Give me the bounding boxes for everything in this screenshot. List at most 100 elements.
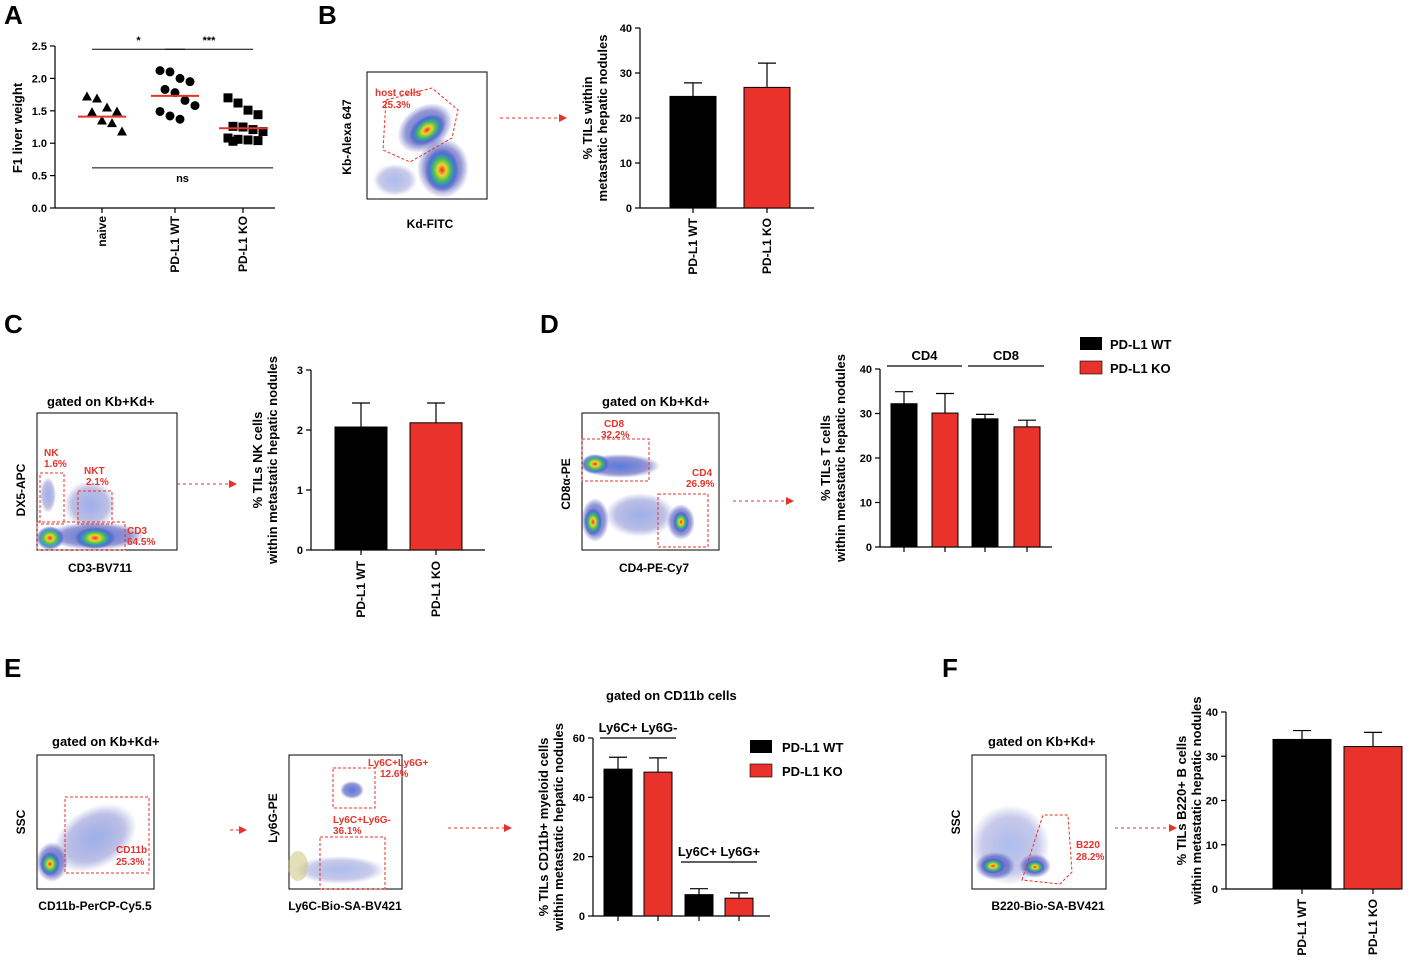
- gate-label-ly6g-neg: Ly6C+Ly6G-: [333, 815, 391, 826]
- gate-pct-cd11b: 25.3%: [116, 857, 144, 868]
- flow-ylabel-e1: SSC: [14, 809, 28, 834]
- y-tick-label-B: 40: [620, 23, 632, 35]
- gate-pct-nk: 1.6%: [44, 459, 67, 470]
- group-label: Ly6C+ Ly6G+: [678, 844, 761, 859]
- flow-xlabel-e1: CD11b-PerCP-Cy5.5: [38, 899, 152, 913]
- y-tick-label-E: 0: [579, 911, 585, 923]
- x-tick-label-A: PD-L1 WT: [168, 215, 182, 272]
- bar-pd-l1-wt: [334, 426, 388, 551]
- gate-pct-nkt: 2.1%: [86, 477, 109, 488]
- data-point-pd-l1-ko: [228, 121, 238, 131]
- x-tick-label-A: naive: [95, 216, 109, 247]
- gate-label-cd8: CD8: [604, 419, 624, 430]
- data-point-pd-l1-wt: [190, 101, 200, 111]
- gate-b220: [1021, 814, 1073, 885]
- chart-d-t-cells: 0 10 20 30 40 % TILs T cells within metastatic…: [818, 348, 1052, 563]
- significance-label: ***: [203, 35, 217, 47]
- y-axis-title-C: % TILs NK cells: [250, 412, 265, 509]
- gate-nk: [39, 472, 65, 525]
- y-tick-label-C: 2: [297, 425, 303, 437]
- y-tick-label-A: 0.5: [32, 171, 47, 183]
- gate-pct-ly6g-neg: 36.1%: [333, 826, 361, 837]
- chart-c-nk-cells: 0 1 2 3 % TILs NK cells within metastatic hep…: [250, 356, 485, 618]
- chart-b-tils: 0 10 20 30 40 % TILs within metastatic hepatic…: [580, 23, 814, 275]
- data-point-naive: [112, 106, 122, 116]
- gate-label-cd3: CD3: [127, 526, 147, 537]
- bar-pd-l1-ko: [931, 412, 959, 548]
- gate-cd11b: [64, 796, 150, 874]
- gate-nkt: [77, 490, 113, 525]
- chart-a-liver-weight: 0.0 0.5 1.0 1.5 2.0 2.5 F1 liver weight naive PD…: [10, 35, 275, 273]
- x-tick-label-C: PD-L1 WT: [354, 560, 368, 617]
- flow-plot-f: gated on Kb+Kd+ B220 28.2% B220-Bio-SA-B…: [949, 734, 1177, 913]
- significance-label: ns: [176, 173, 189, 185]
- gate-title-f: gated on Kb+Kd+: [988, 734, 1096, 749]
- chart-e-myeloid-cells: 0 20 40 60 % TILs CD11b+ myeloid cells within…: [536, 688, 770, 932]
- y-tick-label-C: 3: [297, 365, 303, 377]
- y-tick-label-E: 20: [573, 852, 585, 864]
- bar-pd-l1-ko: [743, 86, 791, 209]
- gate-title-d: gated on Kb+Kd+: [602, 394, 710, 409]
- bar-pd-l1-wt: [890, 403, 918, 548]
- flow-plot-c: gated on Kb+Kd+ NK 1.6% NKT 2.1% CD3 64.…: [14, 394, 237, 575]
- panel-letter-a: A: [4, 0, 23, 30]
- panel-letter-f: F: [942, 653, 958, 683]
- y-tick-label-C: 1: [297, 485, 303, 497]
- x-tick-label-B: PD-L1 KO: [760, 218, 774, 274]
- flow-plot-b: host cells 25.3% Kd-FITC Kb-Alexa 647: [340, 71, 567, 231]
- bar-pd-l1-wt: [1272, 738, 1332, 890]
- gate-label-b220: B220: [1076, 840, 1100, 851]
- flow-xlabel-f: B220-Bio-SA-BV421: [991, 899, 1105, 913]
- flow-ylabel-d: CD8α-PE: [559, 458, 573, 509]
- data-point-pd-l1-wt: [185, 77, 195, 87]
- y-tick-label-F: 30: [1206, 751, 1218, 763]
- flow-xlabel-c: CD3-BV711: [68, 561, 132, 575]
- gate-pct-host-cells: 25.3%: [382, 100, 410, 111]
- y-tick-label-F: 10: [1206, 840, 1218, 852]
- gate-cd8: [581, 438, 650, 482]
- significance-label: *: [136, 35, 141, 47]
- bar-pd-l1-ko: [1343, 746, 1403, 890]
- y-tick-label-E: 40: [573, 792, 585, 804]
- legend-label-ko-e: PD-L1 KO: [782, 764, 843, 779]
- bar-pd-l1-wt: [669, 95, 717, 209]
- legend-swatch-ko: [1079, 360, 1103, 375]
- gate-label-cd4: CD4: [692, 468, 712, 479]
- data-point-naive: [117, 126, 127, 136]
- y-axis-title-E: % TILs CD11b+ myeloid cells: [536, 738, 551, 917]
- bar-pd-l1-ko: [1013, 426, 1041, 548]
- gate-title-e: gated on Kb+Kd+: [52, 734, 160, 749]
- data-point-pd-l1-wt: [175, 73, 185, 83]
- y-axis-title-D: % TILs T cells: [818, 415, 833, 501]
- gate-label-nk: NK: [44, 448, 59, 459]
- panel-letter-b: B: [318, 0, 337, 30]
- y-axis-title-B: metastatic hepatic nodules: [595, 35, 610, 202]
- y-tick-label-A: 0.0: [32, 203, 47, 215]
- data-point-pd-l1-ko: [228, 136, 238, 146]
- chart-f-b-cells: 0 10 20 30 40 % TILs B220+ B cells within meta…: [1174, 696, 1403, 956]
- flow-plot-d: gated on Kb+Kd+ CD8 32.2% CD4 26.9% CD4-…: [559, 394, 794, 575]
- legend-label-wt-e: PD-L1 WT: [782, 740, 843, 755]
- data-point-pd-l1-wt: [155, 106, 165, 116]
- y-tick-label-D: 30: [860, 409, 872, 421]
- data-point-naive: [87, 107, 97, 117]
- bar-pd-l1-ko: [724, 897, 754, 917]
- data-point-pd-l1-ko: [233, 134, 243, 144]
- bar-pd-l1-ko: [409, 422, 463, 551]
- data-point-naive: [92, 93, 102, 103]
- y-axis-title-C: within metastatic hepatic nodules: [265, 356, 280, 565]
- y-tick-label-B: 0: [626, 203, 632, 215]
- gate-pct-cd4: 26.9%: [686, 479, 714, 490]
- y-tick-label-D: 20: [860, 453, 872, 465]
- x-tick-label-F: PD-L1 KO: [1366, 899, 1380, 955]
- x-tick-label-C: PD-L1 KO: [429, 561, 443, 617]
- gate-cd4: [657, 493, 709, 548]
- y-axis-title-F: within metastatic hepatic nodules: [1189, 696, 1204, 905]
- y-axis-title-B: % TILs within: [580, 76, 595, 159]
- data-point-pd-l1-wt: [160, 84, 170, 94]
- y-tick-label-A: 2.0: [32, 73, 47, 85]
- y-tick-label-A: 1.0: [32, 138, 47, 150]
- bar-pd-l1-wt: [971, 418, 999, 548]
- bar-pd-l1-ko: [643, 771, 673, 917]
- legend-label-ko: PD-L1 KO: [1110, 361, 1171, 376]
